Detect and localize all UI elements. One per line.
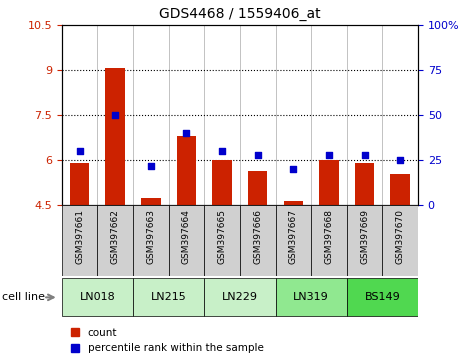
Bar [204,278,276,316]
Text: GSM397664: GSM397664 [182,209,191,264]
Bar [355,163,374,205]
Bar [248,171,267,205]
Bar [62,205,97,276]
Bar [276,205,311,276]
Text: GSM397670: GSM397670 [396,209,405,264]
Text: GSM397668: GSM397668 [324,209,333,264]
Text: cell line: cell line [2,292,46,302]
Point [325,152,332,158]
Text: LN018: LN018 [79,292,115,302]
Text: GSM397662: GSM397662 [111,209,120,264]
Text: GSM397666: GSM397666 [253,209,262,264]
Bar [169,205,204,276]
Legend: count, percentile rank within the sample: count, percentile rank within the sample [67,324,268,354]
Text: LN215: LN215 [151,292,187,302]
Bar [70,163,89,205]
Point [361,152,369,158]
Point [218,148,226,154]
Bar [276,278,347,316]
Point [147,163,155,169]
Text: LN319: LN319 [293,292,329,302]
Text: GSM397663: GSM397663 [146,209,155,264]
Bar [347,205,382,276]
Text: GSM397667: GSM397667 [289,209,298,264]
Bar [382,205,418,276]
Point [289,166,297,172]
Title: GDS4468 / 1559406_at: GDS4468 / 1559406_at [159,7,321,21]
Bar [240,205,276,276]
Bar [97,205,133,276]
Bar [62,278,133,316]
Bar [319,160,339,205]
Bar [133,278,204,316]
Bar [105,68,125,205]
Text: GSM397665: GSM397665 [218,209,227,264]
Bar [141,198,161,205]
Bar [284,201,303,205]
Text: LN229: LN229 [222,292,258,302]
Text: BS149: BS149 [364,292,400,302]
Point [111,112,119,118]
Bar [133,205,169,276]
Point [76,148,84,154]
Bar [204,205,240,276]
Text: GSM397661: GSM397661 [75,209,84,264]
Bar [390,174,410,205]
Point [182,130,190,136]
Text: GSM397669: GSM397669 [360,209,369,264]
Point [396,157,404,163]
Bar [311,205,347,276]
Bar [212,160,232,205]
Bar [347,278,418,316]
Bar [177,136,196,205]
Point [254,152,261,158]
